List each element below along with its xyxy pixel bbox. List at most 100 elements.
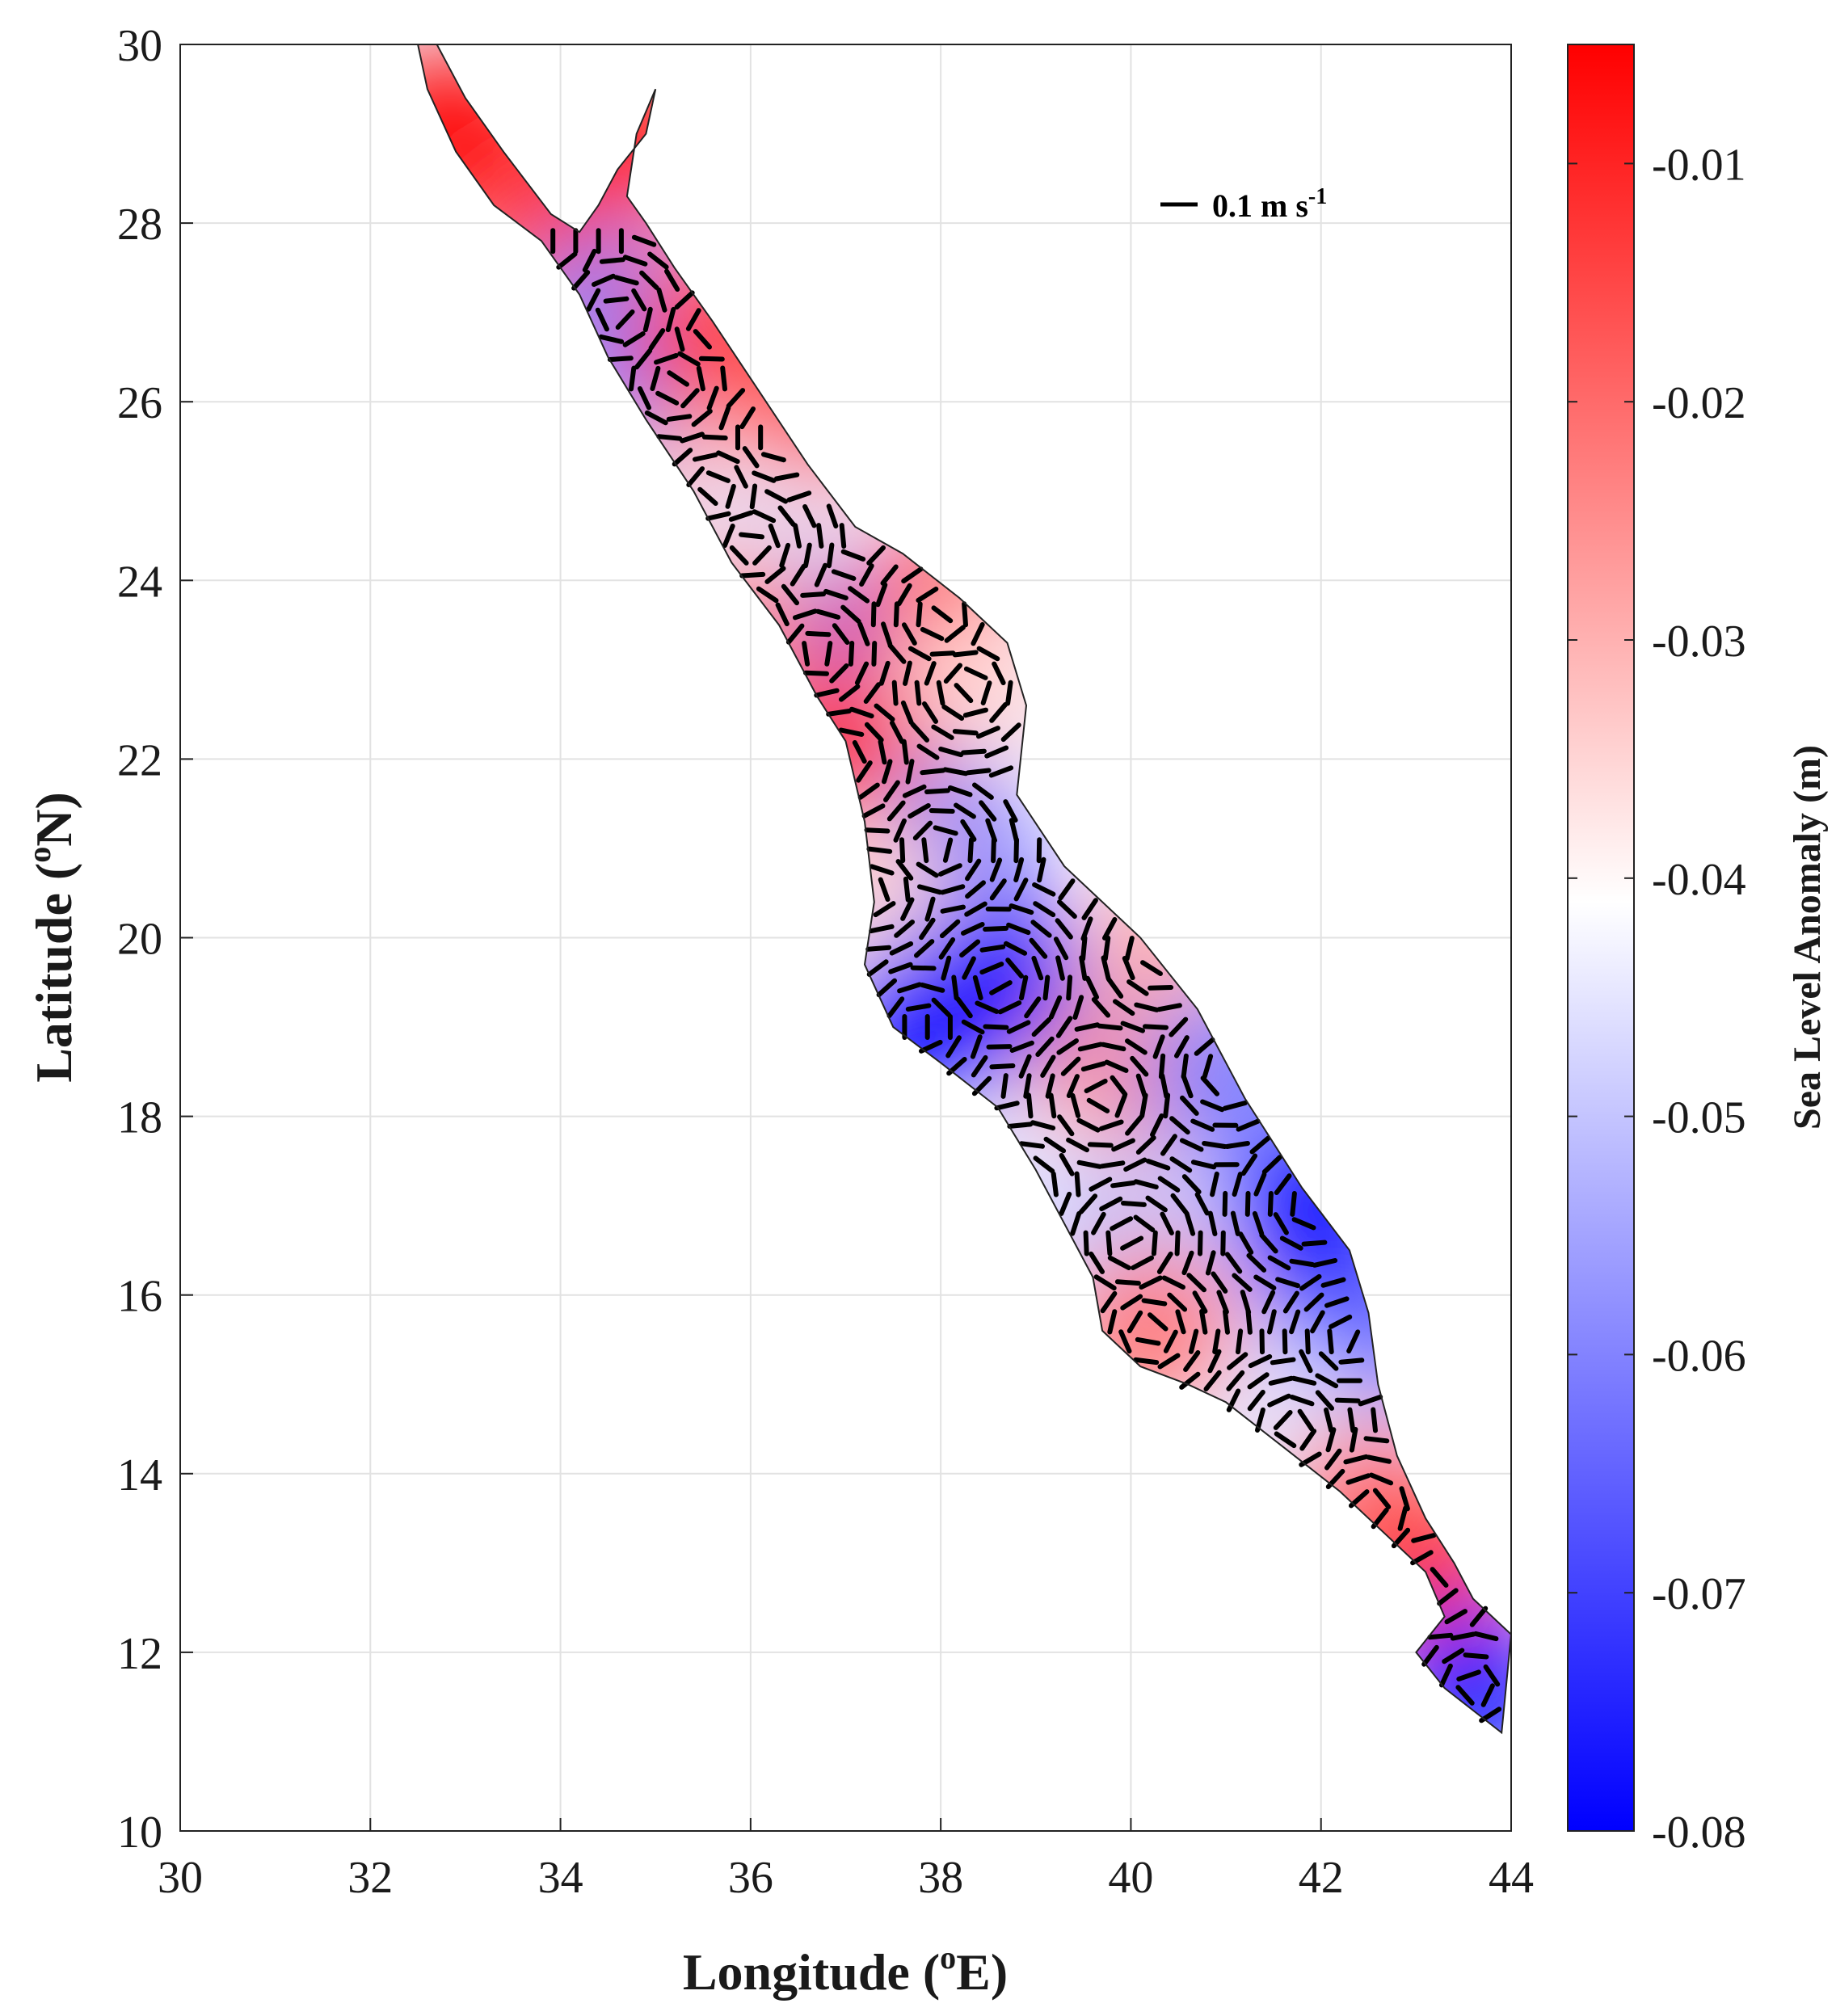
current-arrow — [840, 549, 866, 562]
current-arrow — [962, 601, 968, 628]
current-arrow — [1483, 1664, 1501, 1687]
current-arrow — [1131, 1255, 1154, 1270]
y-tick-label: 26 — [117, 378, 162, 428]
current-arrow — [1033, 1155, 1055, 1174]
current-arrow — [1099, 1160, 1126, 1169]
current-arrow — [838, 727, 865, 737]
current-arrow — [793, 523, 802, 549]
current-arrow — [1111, 1138, 1135, 1152]
current-arrow — [667, 370, 689, 387]
current-arrow — [991, 837, 996, 864]
current-arrow — [1261, 1155, 1282, 1175]
current-arrow — [869, 924, 895, 934]
current-arrow — [1018, 1054, 1032, 1079]
current-arrow — [1224, 1252, 1243, 1274]
current-arrow — [639, 270, 659, 290]
current-arrow — [883, 780, 900, 802]
current-arrow — [603, 296, 630, 304]
current-arrow — [1327, 1328, 1334, 1355]
colorbar-tick-label: -0.07 — [1652, 1569, 1746, 1619]
current-arrow — [976, 726, 1000, 739]
current-arrow — [896, 583, 912, 607]
current-arrow — [1371, 1507, 1389, 1530]
current-arrow — [856, 760, 873, 783]
current-arrow — [1086, 1097, 1110, 1113]
current-arrow — [1000, 722, 1021, 743]
current-arrow — [1055, 1016, 1073, 1038]
current-arrow — [622, 331, 646, 347]
current-arrow — [1199, 1309, 1208, 1335]
colorbar-tick-label: -0.03 — [1652, 617, 1746, 667]
current-arrow — [989, 878, 1007, 901]
current-arrow — [655, 390, 680, 406]
current-arrow — [1181, 1174, 1202, 1195]
current-arrow — [963, 666, 988, 680]
current-arrow — [967, 837, 974, 864]
current-arrow — [1042, 974, 1051, 1001]
current-arrow — [786, 490, 812, 503]
current-arrow — [1411, 1533, 1437, 1543]
current-arrow — [1087, 1142, 1114, 1148]
current-arrow — [650, 365, 661, 391]
current-arrow — [607, 356, 634, 362]
current-arrow — [941, 704, 965, 721]
current-arrow — [994, 1101, 1020, 1111]
current-arrow — [629, 365, 637, 392]
current-arrow — [1031, 955, 1044, 981]
current-arrow — [613, 275, 639, 286]
current-arrow — [1181, 1073, 1194, 1099]
current-arrow — [1019, 1141, 1045, 1149]
current-arrow — [914, 680, 922, 706]
current-arrow — [1232, 1172, 1243, 1197]
current-arrow — [1320, 1277, 1346, 1288]
current-arrow — [1273, 1212, 1289, 1235]
current-arrow — [1186, 1273, 1206, 1293]
current-arrow — [1169, 1156, 1193, 1173]
current-arrow — [979, 962, 1004, 975]
current-arrow — [1005, 957, 1024, 979]
current-arrow — [1363, 1436, 1390, 1444]
current-arrow — [983, 925, 1009, 932]
current-arrow — [889, 941, 914, 956]
current-arrow — [878, 877, 891, 902]
current-arrow — [1315, 1373, 1339, 1389]
current-arrow — [1143, 1024, 1169, 1030]
current-arrow — [1140, 960, 1163, 976]
current-arrow — [1274, 1173, 1292, 1195]
current-arrow — [971, 1054, 988, 1078]
current-arrow — [1179, 1371, 1201, 1390]
current-arrow — [916, 861, 939, 878]
current-arrow — [989, 857, 1003, 882]
current-arrow — [781, 583, 799, 606]
current-arrow — [1318, 1351, 1339, 1371]
current-arrow — [760, 452, 786, 463]
current-arrow — [726, 388, 746, 409]
current-arrow — [1100, 1290, 1118, 1314]
current-arrow — [1150, 1113, 1164, 1138]
current-arrow — [1031, 1017, 1052, 1037]
current-arrow — [696, 365, 705, 392]
current-arrow — [1148, 985, 1174, 991]
current-arrow — [1312, 1258, 1338, 1268]
y-tick-label: 16 — [117, 1272, 162, 1322]
current-arrow — [1097, 1023, 1123, 1031]
current-arrow — [1125, 1038, 1148, 1055]
current-arrow — [901, 622, 917, 646]
current-arrow — [964, 901, 987, 917]
current-arrow — [647, 251, 669, 270]
current-arrow — [722, 524, 735, 549]
current-arrow — [1198, 1230, 1203, 1256]
current-arrow — [1110, 1075, 1128, 1097]
current-arrow — [849, 706, 874, 719]
current-arrow — [1074, 1022, 1100, 1032]
current-arrow — [615, 309, 635, 330]
current-arrow — [891, 680, 899, 706]
current-arrow — [863, 682, 882, 704]
current-arrow — [1169, 1016, 1189, 1037]
current-arrow — [936, 680, 945, 706]
current-arrow — [903, 876, 911, 903]
current-arrow — [839, 684, 861, 702]
current-arrow — [1163, 1329, 1178, 1353]
current-arrow — [1059, 1191, 1072, 1216]
